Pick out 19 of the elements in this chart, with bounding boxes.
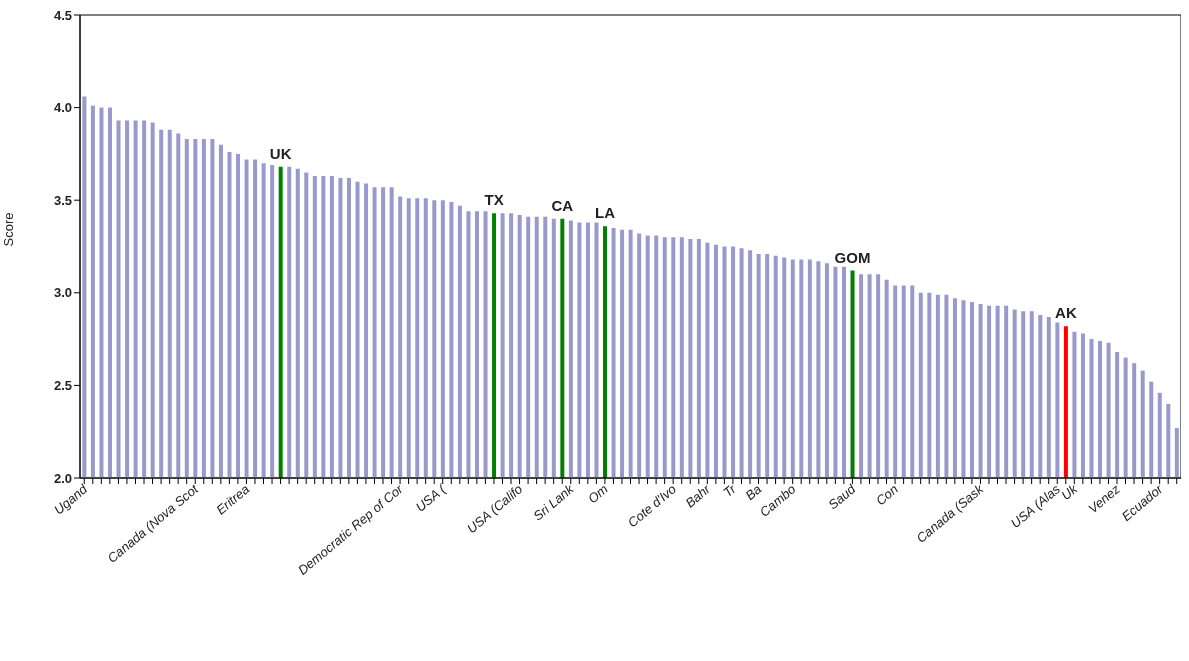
data-label: TX [484,191,504,209]
data-label: LA [595,204,616,222]
y-tick-label: 4.5 [53,7,72,23]
x-tick-label: Con [872,481,901,509]
y-tick-label: 4.0 [53,100,72,116]
x-tick-label: Om [584,481,611,507]
x-tick-label: USA ( [412,480,450,515]
x-tick-label: Ba [742,481,765,504]
y-tick-label: 3.5 [53,192,72,208]
x-tick-label: Tr [720,480,740,501]
x-tick-label: Cote d'Ivo [624,481,679,531]
data-label: CA [551,196,574,214]
data-label: GOM [834,248,871,266]
y-tick-label: 2.0 [53,470,72,486]
data-label: AK [1055,304,1077,322]
y-tick-label: 3.0 [53,285,72,301]
y-tick-label: 2.5 [53,378,72,394]
y-axis-title: Score [0,212,16,247]
data-label: UK [269,144,292,162]
